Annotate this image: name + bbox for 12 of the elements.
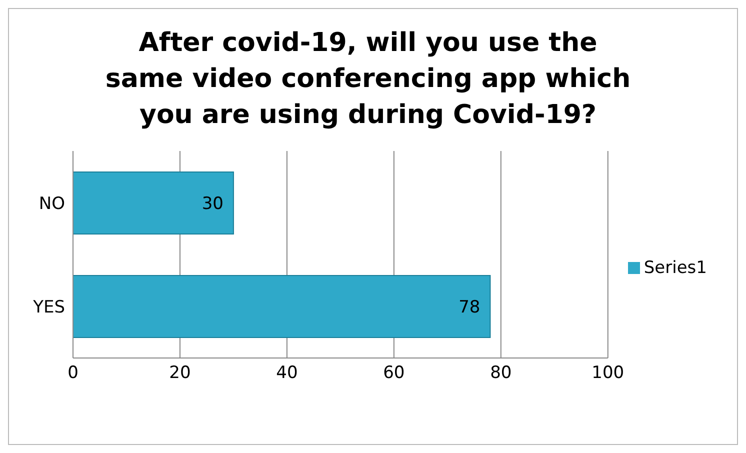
data-label: 30	[202, 194, 224, 214]
x-tick-label: 60	[383, 363, 405, 384]
x-tick-label: 100	[592, 363, 624, 384]
y-tick-label: YES	[32, 297, 65, 318]
data-label: 78	[458, 298, 480, 318]
x-tick-label: 40	[276, 363, 298, 384]
x-tick-label: 80	[490, 363, 512, 384]
chart-title: After covid-19, will you use the same video conferencing app which you are using during Covid-19?	[104, 27, 632, 132]
y-tick-label: NO	[38, 194, 65, 214]
legend-label: Series1	[644, 258, 707, 278]
x-tick-label: 0	[68, 363, 78, 384]
x-tick-label: 20	[169, 363, 191, 384]
